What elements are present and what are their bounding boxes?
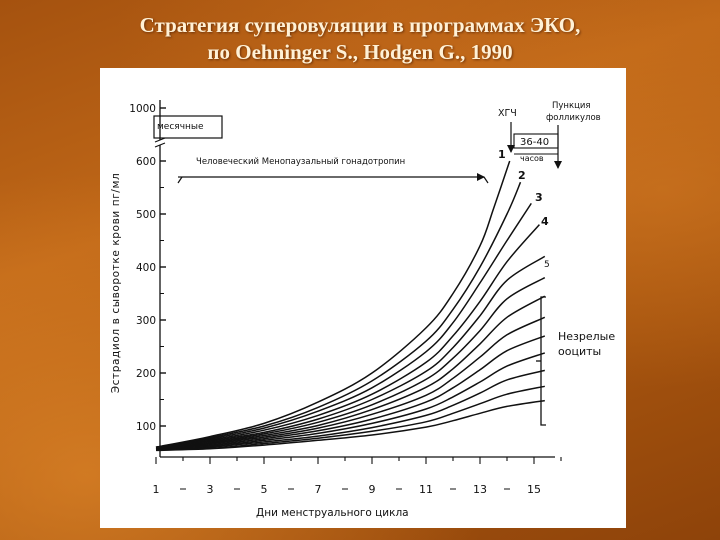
title-line-1: Стратегия суперовуляции в программах ЭКО… xyxy=(139,13,581,37)
y-axis-label: Эстрадиол в сыворотке крови пг/мл xyxy=(110,173,122,394)
x-tick-label: 7 xyxy=(315,483,322,496)
immature-bracket xyxy=(540,296,546,426)
y-tick-label: 600 xyxy=(136,156,156,168)
estradiol-curve xyxy=(155,335,546,451)
x-tick-label: 3 xyxy=(207,483,214,496)
curve-number-label: 2 xyxy=(518,169,526,182)
estradiol-curve xyxy=(155,295,546,450)
curve-number-label: 5 xyxy=(544,260,550,270)
x-tick-label: 15 xyxy=(527,483,541,496)
hours-label: часов xyxy=(520,154,544,163)
x-tick-label: 5 xyxy=(261,483,268,496)
estradiol-curve xyxy=(155,352,546,451)
y-tick-label: 1000 xyxy=(129,103,156,115)
hmg-label: Человеческий Менопаузальный гонадотропин xyxy=(196,157,405,167)
interval-box xyxy=(513,133,559,149)
menses-box xyxy=(153,115,223,139)
y-tick-label: 100 xyxy=(136,421,156,433)
estradiol-curve xyxy=(155,255,546,450)
x-tick-label: 11 xyxy=(419,483,433,496)
immature-label: Незрелые ооциты xyxy=(558,330,619,358)
y-tick-label: 500 xyxy=(136,209,156,221)
y-axis-break-mark xyxy=(154,137,166,143)
curve-number-label: 3 xyxy=(535,191,543,204)
curve-number-label: 4 xyxy=(541,215,549,228)
y-tick-label: 200 xyxy=(136,368,156,380)
x-tick-label: 9 xyxy=(369,483,376,496)
hmg-arrow-tail-r xyxy=(483,176,489,184)
x-axis-label: Дни менструального цикла xyxy=(256,507,409,519)
estradiol-curve xyxy=(155,202,532,448)
estradiol-curve xyxy=(155,399,545,452)
estradiol-curve xyxy=(155,181,522,448)
estradiol-curve xyxy=(155,224,540,448)
estradiol-curve xyxy=(155,316,546,450)
x-tick-label: 1 xyxy=(153,483,160,496)
x-tick-label: 13 xyxy=(473,483,487,496)
estradiol-curve xyxy=(155,276,546,450)
estradiol-curve xyxy=(155,369,545,451)
interval-label: 36-40 xyxy=(520,137,549,148)
estradiol-curve xyxy=(155,385,545,451)
menses-label: месячные xyxy=(157,122,204,132)
y-tick-label: 400 xyxy=(136,262,156,274)
hmg-arrow-tail-l xyxy=(177,176,183,184)
estradiol-curve xyxy=(155,160,511,448)
hcg-label: ХГЧ xyxy=(498,108,517,119)
curve-number-label: 1 xyxy=(498,148,506,161)
y-tick-label: 300 xyxy=(136,315,156,327)
slide-title: Стратегия суперовуляции в программах ЭКО… xyxy=(0,12,720,66)
title-line-2: по Oehninger S., Hodgen G., 1990 xyxy=(207,40,513,64)
puncture-label: Пункция фолликулов xyxy=(546,101,601,123)
